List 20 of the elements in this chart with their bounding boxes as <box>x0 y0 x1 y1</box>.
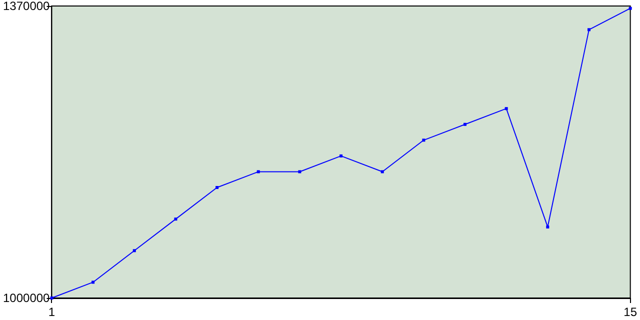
point <box>216 186 219 190</box>
point <box>587 28 590 32</box>
point <box>340 154 343 158</box>
y-tick-label: 1000000 <box>3 291 50 305</box>
point <box>298 170 302 174</box>
point <box>504 107 508 110</box>
point <box>628 6 632 10</box>
point <box>132 249 136 252</box>
point <box>50 296 54 300</box>
line-series <box>50 6 632 300</box>
point <box>256 170 260 174</box>
x-tick-label: 15 <box>624 305 638 319</box>
point <box>380 170 384 174</box>
point <box>422 138 426 142</box>
x-tick-label: 1 <box>48 305 56 319</box>
point <box>92 280 95 284</box>
point <box>174 218 178 221</box>
point <box>464 122 467 126</box>
point <box>546 225 550 228</box>
y-tick-label: 1370000 <box>3 0 50 13</box>
